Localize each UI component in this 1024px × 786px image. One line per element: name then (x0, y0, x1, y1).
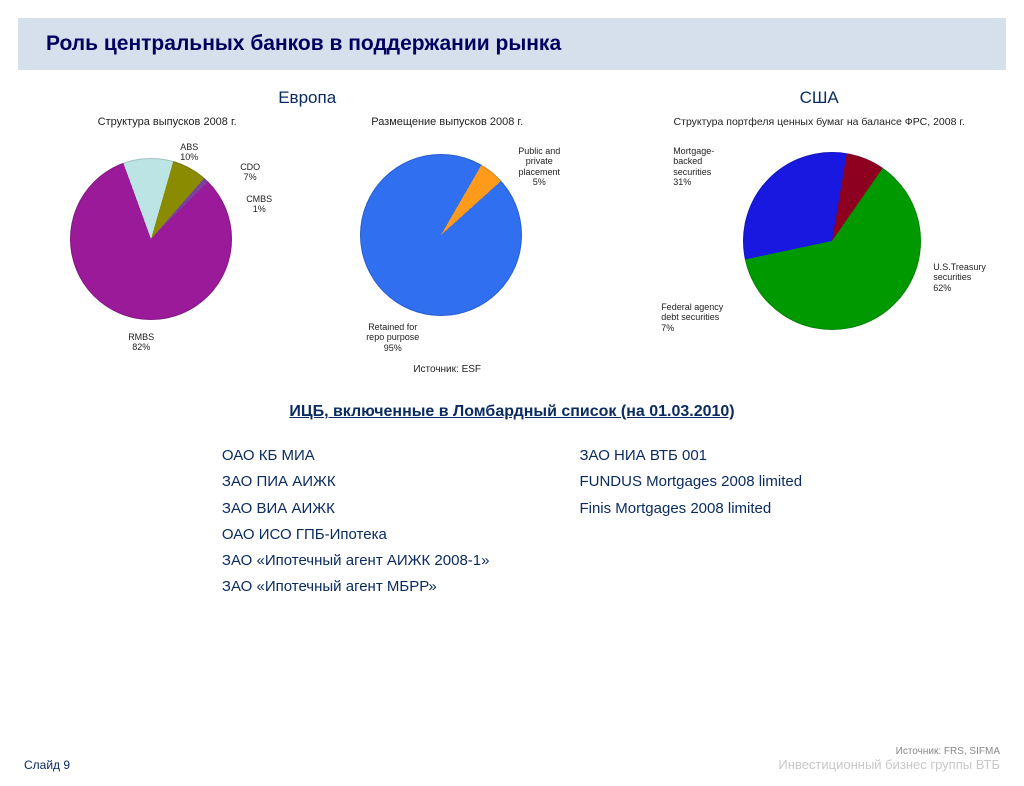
region-europe-title: Европа (0, 88, 614, 108)
lombard-item: ЗАО НИА ВТБ 001 (579, 443, 802, 469)
lbl-treasury: U.S.Treasurysecurities62% (933, 262, 986, 293)
chart1-subtitle: Структура выпусков 2008 г. (42, 116, 292, 128)
pie-chart-2 (360, 154, 522, 316)
chart-europe-placement: Размещение выпусков 2008 г. Public andpr… (322, 116, 572, 375)
slide-number: Слайд 9 (24, 758, 70, 772)
lombard-item: ОАО КБ МИА (222, 443, 490, 469)
lbl-mbs: Mortgage-backedsecurities31% (673, 146, 714, 187)
chart-usa-portfolio: Структура портфеля ценных бумаг на балан… (649, 116, 989, 362)
region-europe: Европа Структура выпусков 2008 г. ABS10%… (0, 88, 614, 375)
lombard-item: ЗАО ВИА АИЖК (222, 496, 490, 522)
lombard-item: FUNDUS Mortgages 2008 limited (579, 469, 802, 495)
chart2-source: Источник: ESF (322, 364, 572, 375)
lombard-item: ОАО ИСО ГПБ-Ипотека (222, 522, 490, 548)
footer: Слайд 9 Источник: FRS, SIFMA Инвестицион… (0, 746, 1024, 772)
lbl-public: Public andprivateplacement5% (518, 146, 560, 187)
lombard-item: Finis Mortgages 2008 limited (579, 496, 802, 522)
lombard-item: ЗАО «Ипотечный агент АИЖК 2008-1» (222, 548, 490, 574)
pie-chart-3 (743, 152, 921, 330)
chart-europe-structure: Структура выпусков 2008 г. ABS10% CDO7% … (42, 116, 292, 375)
title-bar: Роль центральных банков в поддержании ры… (18, 18, 1006, 70)
lombard-title: ИЦБ, включенные в Ломбардный список (на … (0, 403, 1024, 421)
pie-chart-1 (70, 158, 232, 320)
lbl-cdo: CDO7% (240, 162, 260, 183)
lbl-abs: ABS10% (180, 142, 198, 163)
lombard-item: ЗАО ПИА АИЖК (222, 469, 490, 495)
lbl-agency: Federal agencydebt securities7% (661, 302, 723, 333)
region-usa-title: США (614, 88, 1024, 108)
page-title: Роль центральных банков в поддержании ры… (46, 32, 978, 56)
lbl-cmbs: CMBS1% (246, 194, 272, 215)
lbl-rmbs: RMBS82% (128, 332, 154, 353)
lbl-retained: Retained forrepo purpose95% (366, 322, 419, 353)
footer-vtb: Инвестиционный бизнес группы ВТБ (778, 757, 1000, 772)
lombard-item: ЗАО «Ипотечный агент МБРР» (222, 574, 490, 600)
region-usa: США Структура портфеля ценных бумаг на б… (614, 88, 1024, 375)
footer-source: Источник: FRS, SIFMA (778, 746, 1000, 757)
lombard-col-2: ЗАО НИА ВТБ 001FUNDUS Mortgages 2008 lim… (579, 443, 802, 601)
lombard-col-1: ОАО КБ МИАЗАО ПИА АИЖКЗАО ВИА АИЖКОАО ИС… (222, 443, 490, 601)
charts-regions: Европа Структура выпусков 2008 г. ABS10%… (0, 88, 1024, 375)
lombard-section: ИЦБ, включенные в Ломбардный список (на … (0, 403, 1024, 601)
chart3-subtitle: Структура портфеля ценных бумаг на балан… (649, 116, 989, 128)
chart2-subtitle: Размещение выпусков 2008 г. (322, 116, 572, 128)
